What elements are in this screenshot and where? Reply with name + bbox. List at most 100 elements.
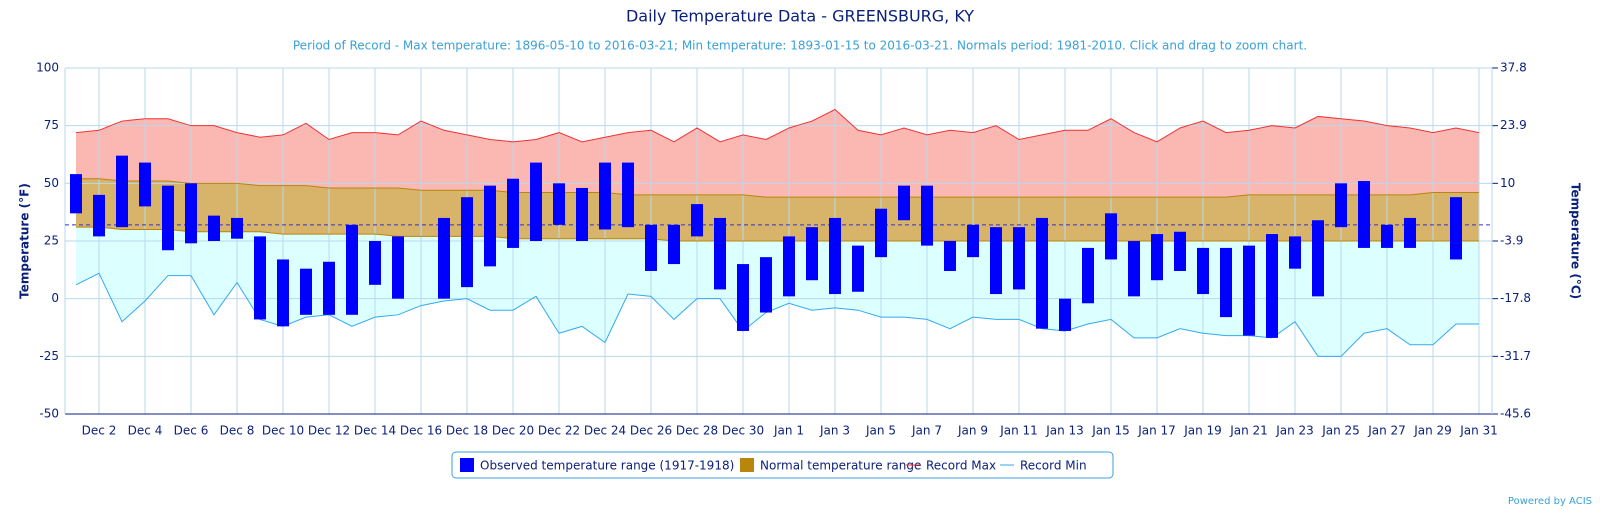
- x-tick-label: Dec 30: [722, 424, 764, 438]
- observed-bar: [277, 259, 289, 327]
- y2-tick-label: 37.8: [1500, 61, 1527, 75]
- x-tick-label: Jan 19: [1183, 424, 1222, 438]
- x-tick-label: Jan 11: [999, 424, 1038, 438]
- y2-axis-title: Temperature (°C): [1569, 183, 1583, 299]
- observed-bar: [1013, 227, 1025, 290]
- x-tick-label: Jan 29: [1413, 424, 1452, 438]
- observed-bar: [461, 197, 473, 288]
- observed-bar: [507, 178, 519, 248]
- observed-bar: [967, 224, 979, 258]
- x-tick-label: Jan 27: [1367, 424, 1406, 438]
- legend-swatch: [460, 458, 474, 472]
- legend-swatch: [740, 458, 754, 472]
- observed-bar: [1243, 245, 1255, 336]
- observed-bar: [944, 241, 956, 271]
- observed-bar: [300, 268, 312, 315]
- observed-bar: [1128, 241, 1140, 297]
- legend-label: Normal temperature range: [760, 459, 921, 473]
- y-axis-title: Temperature (°F): [18, 183, 32, 299]
- observed-bar: [323, 261, 335, 315]
- observed-bar: [921, 185, 933, 246]
- legend-label: Record Max: [926, 459, 996, 473]
- observed-bar: [1082, 247, 1094, 304]
- x-tick-label: Dec 20: [492, 424, 534, 438]
- x-tick-label: Dec 10: [262, 424, 304, 438]
- x-tick-label: Dec 28: [676, 424, 718, 438]
- observed-bar: [1381, 224, 1393, 248]
- observed-bar: [1450, 197, 1462, 260]
- observed-bar: [392, 236, 404, 299]
- y-tick-label: 0: [51, 291, 59, 305]
- chart-title: Daily Temperature Data - GREENSBURG, KY: [626, 7, 974, 26]
- x-tick-label: Jan 5: [865, 424, 896, 438]
- observed-bar: [93, 194, 105, 237]
- x-tick-label: Jan 1: [773, 424, 804, 438]
- observed-bar: [898, 185, 910, 221]
- x-tick-label: Dec 24: [584, 424, 626, 438]
- x-tick-label: Jan 31: [1459, 424, 1498, 438]
- observed-bar: [622, 162, 634, 228]
- x-tick-label: Dec 14: [354, 424, 396, 438]
- x-tick-label: Dec 26: [630, 424, 672, 438]
- legend-label: Record Min: [1020, 459, 1087, 473]
- observed-bar: [139, 162, 151, 207]
- x-tick-label: Dec 18: [446, 424, 488, 438]
- y2-tick-label: -45.6: [1500, 407, 1531, 421]
- y-tick-label: 75: [44, 118, 59, 132]
- normal-low-line: [76, 226, 1479, 242]
- observed-bar: [668, 224, 680, 265]
- observed-bar: [990, 227, 1002, 295]
- y-tick-label: -25: [39, 349, 59, 363]
- observed-bar: [691, 204, 703, 237]
- x-tick-label: Jan 23: [1275, 424, 1314, 438]
- x-tick-label: Dec 4: [128, 424, 163, 438]
- x-tick-label: Dec 2: [82, 424, 117, 438]
- observed-bar: [1266, 234, 1278, 338]
- observed-bar: [484, 185, 496, 267]
- observed-bar: [645, 224, 657, 271]
- x-tick-label: Jan 9: [957, 424, 988, 438]
- observed-bar: [875, 208, 887, 258]
- observed-bar: [1289, 236, 1301, 269]
- y2-tick-label: 10: [1500, 176, 1515, 190]
- observed-bar: [1105, 213, 1117, 260]
- credits: Powered by ACIS: [1508, 496, 1592, 507]
- record-line: [75, 108, 1480, 143]
- y2-tick-label: 23.9: [1500, 118, 1527, 132]
- observed-bar: [1358, 181, 1370, 248]
- observed-bar: [1059, 298, 1071, 331]
- x-tick-label: Jan 7: [911, 424, 942, 438]
- observed-bar: [1151, 234, 1163, 281]
- observed-bar: [369, 241, 381, 285]
- y-tick-label: 25: [44, 234, 59, 248]
- observed-bar: [1036, 217, 1048, 329]
- y2-tick-label: -31.7: [1500, 349, 1531, 363]
- x-tick-label: Jan 3: [819, 424, 850, 438]
- x-tick-label: Jan 17: [1137, 424, 1176, 438]
- observed-bar: [208, 215, 220, 241]
- y-tick-label: 100: [36, 61, 59, 75]
- observed-bar: [346, 224, 358, 315]
- x-tick-label: Dec 22: [538, 424, 580, 438]
- observed-bar: [1312, 220, 1324, 297]
- x-tick-label: Jan 21: [1229, 424, 1268, 438]
- observed-bar: [760, 257, 772, 313]
- observed-bar: [852, 245, 864, 292]
- observed-bar: [599, 162, 611, 230]
- observed-bar: [1174, 231, 1186, 271]
- observed-bar: [1404, 217, 1416, 248]
- record-max-band: [76, 109, 1479, 198]
- legend-box: [451, 451, 1114, 479]
- observed-bar: [70, 174, 82, 214]
- observed-bar: [829, 217, 841, 295]
- x-tick-label: Jan 25: [1321, 424, 1360, 438]
- x-tick-label: Jan 15: [1091, 424, 1130, 438]
- observed-bar: [1197, 247, 1209, 295]
- chart-subtitle: Period of Record - Max temperature: 1896…: [293, 39, 1307, 53]
- observed-bar: [1220, 247, 1232, 318]
- y-tick-label: -50: [39, 407, 59, 421]
- observed-bar: [231, 217, 243, 239]
- observed-bar: [1335, 183, 1347, 228]
- observed-bar: [737, 264, 749, 331]
